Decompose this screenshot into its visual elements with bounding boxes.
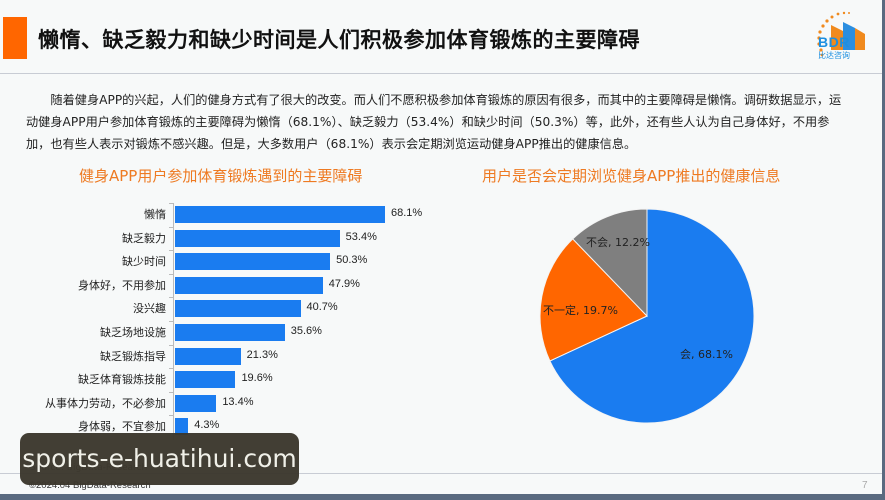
bar-value-label: 68.1% — [391, 207, 423, 219]
axis-tick — [169, 297, 173, 299]
bar-value-label: 13.4% — [222, 395, 254, 408]
bar-value-label: 53.4% — [345, 230, 377, 243]
bar — [175, 229, 340, 247]
footer-divider — [0, 473, 882, 474]
bar-value-label: 35.6% — [290, 325, 322, 337]
bar-category-label: 缺乏场地设施 — [100, 326, 166, 339]
bar — [175, 300, 301, 318]
bar-row: 身体好，不用参加 47.9% — [0, 274, 440, 298]
bar-value-label: 47.9% — [328, 277, 360, 290]
bar-category-label: 从事体力劳动，不必参加 — [45, 396, 166, 410]
bar — [175, 276, 323, 294]
axis-tick — [169, 273, 173, 275]
axis-tick — [169, 321, 173, 322]
watermark-overlay: sports-e-huatihui.com — [20, 433, 299, 485]
bdr-logo-icon — [817, 11, 865, 57]
bar-value-label: 40.7% — [306, 301, 338, 314]
intro-paragraph: 随着健身APP的兴起，人们的健身方式有了很大的改变。而人们不愿积极参加体育锻炼的… — [26, 93, 842, 151]
bar-row: 缺乏毅力 53.4% — [0, 227, 440, 251]
pie-slice-no — [572, 208, 648, 318]
bar — [175, 253, 331, 271]
bar-value-label: 4.3% — [194, 419, 220, 432]
axis-tick — [169, 415, 173, 417]
bar-value-label: 21.3% — [246, 348, 278, 361]
logo-subtext: 比达咨询 — [818, 51, 850, 60]
bar-category-label: 没兴趣 — [133, 302, 166, 316]
logo-text: BDR — [818, 34, 850, 50]
pie-slice-yes — [549, 208, 755, 424]
bar-row: 没兴趣 40.7% — [0, 297, 440, 321]
bar-row: 懒惰 68.1% — [0, 203, 440, 227]
bar-category-label: 身体好，不用参加 — [78, 278, 166, 292]
axis-tick — [169, 250, 173, 252]
bar-chart-axis — [173, 203, 174, 440]
pie-label-yes: 会, 68.1% — [680, 348, 733, 361]
pie-label-maybe: 不一定, 19.7% — [543, 304, 618, 317]
bar-category-label: 缺乏毅力 — [122, 231, 166, 245]
bar-row: 缺乏场地设施 35.6% — [0, 321, 440, 345]
bar-category-label: 缺少时间 — [122, 255, 166, 269]
axis-tick — [169, 344, 173, 346]
axis-tick — [169, 203, 173, 204]
header-divider — [0, 73, 882, 74]
bar — [175, 347, 241, 365]
pie-label-no: 不会, 12.2% — [586, 236, 650, 249]
page-number: 7 — [862, 480, 868, 491]
bar-row: 从事体力劳动，不必参加 13.4% — [0, 392, 440, 416]
copyright: ©2024.04 BigData-Research — [29, 480, 151, 491]
pie-slice-maybe — [539, 238, 648, 362]
bar-category-label: 身体弱，不宜参加 — [78, 420, 166, 434]
bar — [175, 206, 385, 223]
pie-chart-title: 用户是否会定期浏览健身APP推出的健康信息 — [482, 167, 781, 185]
bar-category-label: 懒惰 — [144, 208, 166, 221]
pie-chart — [539, 208, 755, 424]
axis-tick — [169, 368, 173, 370]
title-accent-bar — [3, 17, 27, 59]
bar-value-label: 50.3% — [336, 254, 368, 267]
bar-row: 缺乏锻炼指导 21.3% — [0, 345, 440, 369]
bar-row: 身体弱，不宜参加 4.3% — [0, 415, 440, 439]
bar — [175, 371, 236, 389]
bar-row: 缺少时间 50.3% — [0, 250, 440, 274]
bar — [175, 394, 217, 412]
axis-tick — [169, 226, 173, 228]
bar-category-label: 缺乏锻炼指导 — [100, 349, 166, 363]
bar-category-label: 缺乏体育锻炼技能 — [78, 373, 166, 387]
axis-tick — [169, 391, 173, 393]
page-title: 懒惰、缺乏毅力和缺少时间是人们积极参加体育锻炼的主要障碍 — [38, 28, 640, 52]
bar — [175, 324, 285, 341]
bar-chart-title: 健身APP用户参加体育锻炼遇到的主要障碍 — [79, 167, 363, 185]
bar-value-label: 19.6% — [241, 372, 273, 385]
bar-row: 缺乏体育锻炼技能 19.6% — [0, 368, 440, 392]
bar — [175, 418, 189, 436]
